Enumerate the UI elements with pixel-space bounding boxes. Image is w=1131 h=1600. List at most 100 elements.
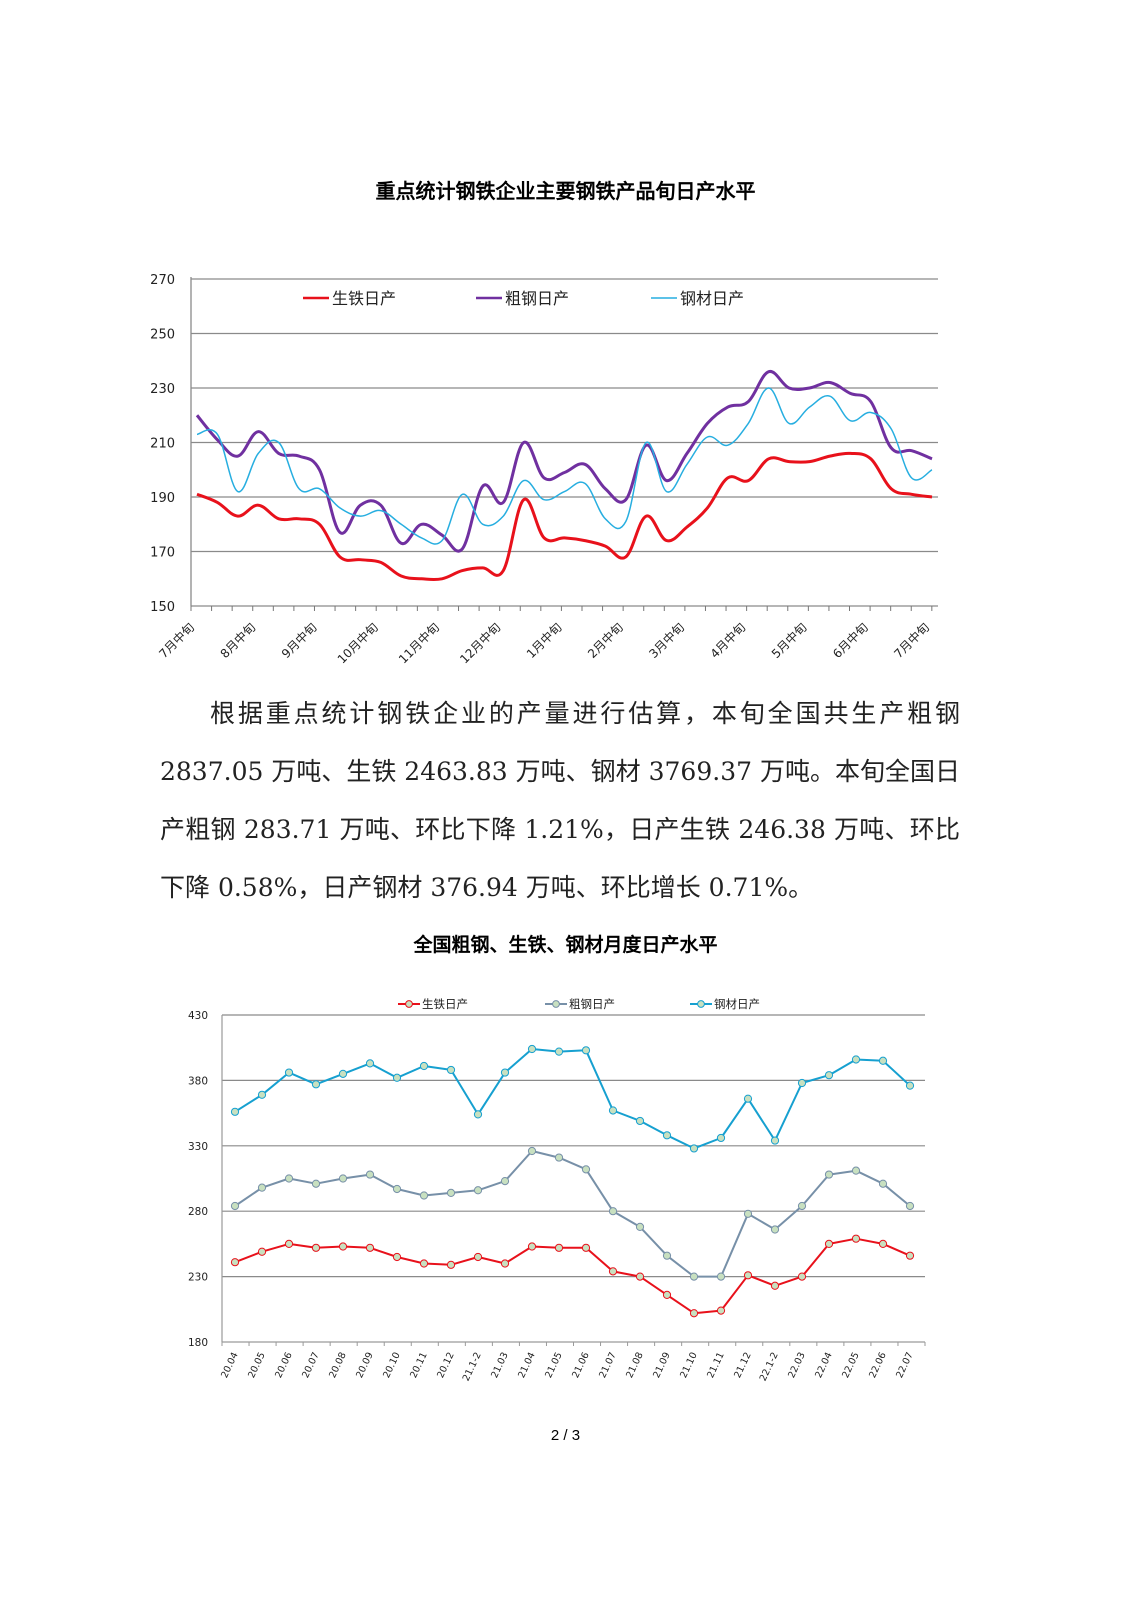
x-tick-label: 10月中旬	[334, 620, 381, 667]
data-point-marker	[716, 1272, 726, 1281]
legend-label: 钢材日产	[714, 997, 760, 1011]
series-line	[196, 451, 933, 582]
x-tick-label: 2月中旬	[584, 620, 625, 661]
data-point-marker	[419, 1061, 429, 1071]
data-point-marker	[770, 1225, 780, 1234]
x-tick-label: 20.08	[327, 1351, 348, 1380]
data-point-marker	[338, 1174, 348, 1183]
chart2-title: 全国粗钢、生铁、钢材月度日产水平	[413, 934, 718, 956]
data-point-marker	[905, 1081, 915, 1090]
data-point-marker	[473, 1186, 483, 1195]
data-point-marker	[257, 1090, 267, 1099]
x-tick-label: 20.04	[219, 1351, 240, 1380]
y-tick-label: 250	[150, 328, 175, 343]
x-tick-label: 21.11	[705, 1351, 726, 1380]
y-tick-label: 270	[150, 273, 175, 288]
data-point-marker	[446, 1188, 456, 1197]
summary-text: 根据重点统计钢铁企业的产量进行估算，本旬全国共生产粗钢 2837.05 万吨、生…	[160, 699, 960, 902]
x-tick-label: 4月中旬	[707, 620, 748, 661]
data-point-marker	[311, 1179, 321, 1188]
x-tick-label: 6月中旬	[829, 620, 870, 661]
x-tick-label: 22.1-2	[758, 1351, 781, 1383]
data-point-marker	[392, 1073, 402, 1082]
data-point-marker	[608, 1207, 618, 1216]
legend-label: 钢材日产	[680, 289, 744, 308]
data-point-marker	[392, 1252, 402, 1262]
data-point-marker	[365, 1170, 375, 1179]
data-point-marker	[608, 1106, 618, 1115]
x-tick-label: 8月中旬	[217, 620, 258, 661]
y-tick-label: 170	[150, 546, 175, 561]
summary-paragraph: 根据重点统计钢铁企业的产量进行估算，本旬全国共生产粗钢 2837.05 万吨、生…	[160, 685, 960, 917]
data-point-marker	[527, 1044, 537, 1054]
x-tick-label: 20.09	[354, 1351, 375, 1380]
x-tick-label: 20.07	[300, 1351, 321, 1380]
data-point-marker	[824, 1170, 834, 1179]
data-point-marker	[338, 1242, 348, 1251]
x-tick-label: 11月中旬	[395, 620, 442, 667]
data-point-marker	[230, 1107, 240, 1116]
x-tick-label: 7月中旬	[891, 620, 932, 661]
series-line	[234, 1048, 911, 1150]
y-tick-label: 380	[188, 1075, 208, 1087]
data-point-marker	[878, 1179, 888, 1188]
x-tick-label: 21.05	[543, 1351, 564, 1380]
x-tick-label: 5月中旬	[768, 620, 809, 661]
data-point-marker	[851, 1055, 861, 1064]
y-tick-label: 190	[150, 491, 175, 506]
y-tick-label: 230	[150, 382, 175, 397]
page-number: 2 / 3	[550, 1427, 581, 1444]
data-point-marker	[365, 1059, 375, 1068]
y-tick-label: 180	[188, 1337, 208, 1349]
x-tick-label: 21.09	[651, 1351, 672, 1380]
data-point-marker	[878, 1056, 888, 1065]
data-point-marker	[743, 1209, 753, 1218]
data-point-marker	[392, 1184, 402, 1194]
data-point-marker	[824, 1239, 834, 1248]
series-line	[234, 1237, 911, 1315]
x-tick-label: 1月中旬	[523, 620, 564, 661]
data-point-marker	[500, 1068, 510, 1077]
x-tick-label: 21.03	[489, 1351, 510, 1380]
data-point-marker	[257, 1183, 267, 1192]
x-tick-label: 21.04	[516, 1351, 537, 1380]
data-point-marker	[635, 1222, 645, 1231]
x-tick-label: 22.06	[867, 1351, 888, 1380]
data-point-marker	[689, 1309, 699, 1318]
x-tick-label: 9月中旬	[278, 620, 319, 661]
data-point-marker	[338, 1069, 348, 1078]
x-tick-label: 20.06	[273, 1351, 294, 1380]
data-point-marker	[635, 1272, 645, 1281]
series-line	[234, 1150, 911, 1278]
series-line	[196, 387, 933, 545]
data-point-marker	[257, 1247, 267, 1256]
x-tick-label: 20.10	[381, 1351, 402, 1380]
legend-marker	[697, 1000, 705, 1008]
x-tick-label: 12月中旬	[457, 620, 504, 667]
x-tick-label: 21.07	[597, 1351, 618, 1380]
data-point-marker	[743, 1271, 753, 1280]
y-tick-label: 430	[188, 1010, 208, 1022]
data-point-marker	[554, 1243, 564, 1252]
data-point-marker	[500, 1177, 510, 1186]
data-point-marker	[689, 1272, 699, 1281]
data-point-marker	[284, 1068, 294, 1077]
data-point-marker	[716, 1133, 726, 1143]
y-tick-label: 210	[150, 437, 175, 452]
data-point-marker	[473, 1252, 483, 1262]
x-tick-label: 21.08	[624, 1351, 645, 1380]
data-point-marker	[797, 1078, 807, 1088]
data-point-marker	[905, 1251, 915, 1260]
legend-label: 粗钢日产	[569, 997, 615, 1011]
y-tick-label: 150	[150, 600, 175, 615]
x-tick-label: 22.03	[786, 1351, 807, 1380]
chart-monthly-daily-output: 180 230 280 330 380 430 20.04 20.05 20.06 20.07 20…	[188, 997, 926, 1383]
data-point-marker	[581, 1046, 591, 1055]
data-point-marker	[527, 1146, 537, 1156]
data-point-marker	[851, 1166, 861, 1175]
chart1-title: 重点统计钢铁企业主要钢铁产品旬日产水平	[375, 179, 756, 203]
y-tick-label: 330	[188, 1141, 208, 1153]
x-tick-label: 20.12	[435, 1351, 456, 1380]
data-point-marker	[473, 1110, 483, 1119]
data-point-marker	[527, 1242, 537, 1251]
